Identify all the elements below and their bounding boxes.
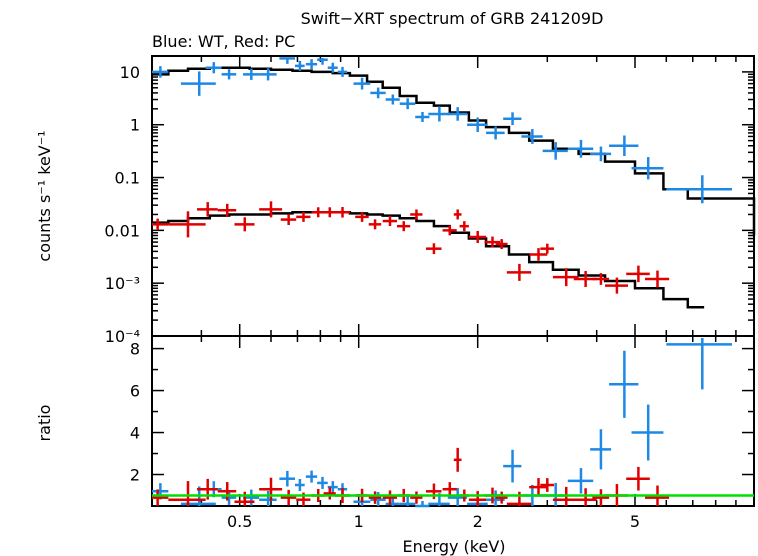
chart-title: Swift−XRT spectrum of GRB 241209D — [301, 9, 604, 28]
y-tick-label: 8 — [130, 340, 140, 359]
y-tick-label: 1 — [130, 116, 140, 135]
y-tick-label: 0.01 — [104, 221, 140, 240]
chart-subtitle: Blue: WT, Red: PC — [152, 32, 295, 51]
x-tick-label: 2 — [473, 512, 483, 531]
x-tick-label: 0.5 — [227, 512, 252, 531]
spectrum-y-axis-label: counts s⁻¹ keV⁻¹ — [35, 130, 54, 261]
ratio-frame — [151, 335, 755, 507]
spectrum-panel: 10 1 0.1 0.01 10⁻³ 10⁻⁴ — [104, 55, 756, 348]
y-tick-label: 10⁻⁴ — [105, 327, 140, 346]
x-axis-label: Energy (keV) — [402, 537, 505, 556]
y-tick-label: 2 — [130, 466, 140, 485]
x-tick-label: 1 — [354, 512, 364, 531]
y-tick-label: 0.1 — [115, 169, 140, 188]
model-line — [152, 211, 705, 309]
y-tick-label: 4 — [130, 424, 140, 443]
x-tick-label: 5 — [630, 512, 640, 531]
y-tick-label: 10⁻³ — [105, 274, 140, 293]
ratio-y-axis-label: ratio — [35, 405, 54, 442]
y-tick-label: 6 — [130, 382, 140, 401]
y-tick-label: 10 — [120, 63, 140, 82]
ratio-panel: 0.5 1 2 5 2 4 6 8 — [130, 335, 755, 531]
model-line — [152, 66, 756, 236]
